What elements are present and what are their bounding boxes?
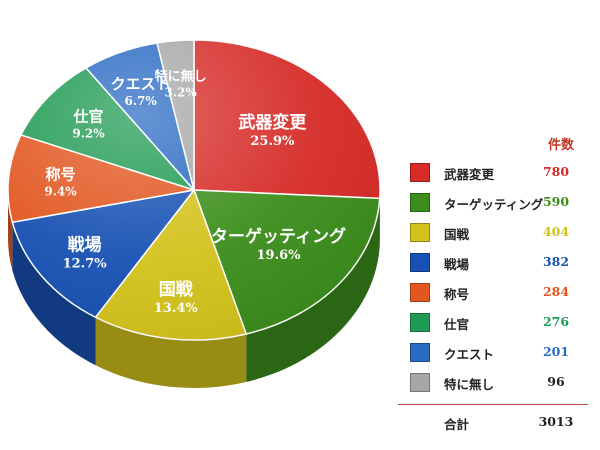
legend-item: ターゲッティング 590 bbox=[398, 188, 588, 218]
legend-count: 404 bbox=[542, 224, 570, 239]
slice-label-6: クエスト bbox=[111, 75, 171, 93]
pie-side-3 bbox=[12, 222, 96, 366]
legend-item: 称号 284 bbox=[398, 278, 588, 308]
slice-percent-5: 9.2% bbox=[72, 126, 105, 140]
legend-label: 国戦 bbox=[444, 227, 470, 242]
legend-item: 戦場 382 bbox=[398, 248, 588, 278]
legend-label: 特に無し bbox=[444, 377, 495, 392]
legend-swatch bbox=[410, 313, 430, 332]
legend-total-row: 合計 3013 bbox=[398, 405, 588, 437]
slice-label-2: 国戦 bbox=[159, 279, 194, 300]
legend-label: 戦場 bbox=[444, 257, 470, 272]
slice-percent-7: 3.2% bbox=[164, 86, 197, 100]
legend-swatch bbox=[410, 343, 430, 362]
legend-count: 284 bbox=[542, 284, 570, 299]
pie-gloss bbox=[8, 40, 380, 340]
slice-label-1: ターゲッティング bbox=[211, 226, 346, 247]
legend-count: 780 bbox=[542, 164, 570, 179]
slice-percent-3: 12.7% bbox=[63, 256, 108, 271]
pie-side-2 bbox=[95, 317, 247, 388]
legend-total-label: 合計 bbox=[444, 417, 470, 432]
legend-label: 武器変更 bbox=[444, 167, 495, 182]
legend-swatch bbox=[410, 283, 430, 302]
pie-side-1 bbox=[246, 198, 380, 382]
legend: 件数 武器変更 780 ターゲッティング 590 国戦 404 戦場 382 称号 284 仕官 27… bbox=[398, 128, 588, 437]
slice-label-0: 武器変更 bbox=[238, 112, 307, 133]
legend-count: 276 bbox=[542, 314, 570, 329]
legend-swatch bbox=[410, 253, 430, 272]
legend-swatch bbox=[410, 193, 430, 212]
slice-percent-4: 9.4% bbox=[44, 184, 77, 198]
slice-percent-0: 25.9% bbox=[250, 134, 295, 149]
legend-item: クエスト 201 bbox=[398, 338, 588, 368]
legend-swatch bbox=[410, 223, 430, 242]
legend-swatch bbox=[410, 373, 430, 392]
legend-item: 特に無し 96 bbox=[398, 368, 588, 398]
pie-tops bbox=[7, 39, 381, 341]
legend-label: 称号 bbox=[444, 287, 470, 302]
legend-header: 件数 bbox=[398, 128, 588, 158]
legend-label: ターゲッティング bbox=[444, 197, 544, 212]
legend-divider bbox=[398, 404, 588, 405]
slice-label-3: 戦場 bbox=[68, 234, 102, 255]
slice-percent-6: 6.7% bbox=[125, 94, 158, 108]
pie-labels: 武器変更25.9%ターゲッティング19.6%国戦13.4%戦場12.7%称号9.… bbox=[44, 69, 346, 316]
legend-count: 201 bbox=[542, 344, 570, 359]
legend-count-header: 件数 bbox=[547, 138, 574, 153]
legend-rows: 武器変更 780 ターゲッティング 590 国戦 404 戦場 382 称号 284 仕官 276 クエ… bbox=[398, 158, 588, 398]
legend-item: 武器変更 780 bbox=[398, 158, 588, 188]
legend-item: 仕官 276 bbox=[398, 308, 588, 338]
legend-label: クエスト bbox=[444, 347, 495, 362]
slice-percent-1: 19.6% bbox=[256, 248, 301, 263]
slice-label-4: 称号 bbox=[45, 165, 75, 183]
legend-count: 382 bbox=[542, 254, 570, 269]
legend-count: 590 bbox=[542, 194, 570, 209]
slice-label-5: 仕官 bbox=[72, 107, 103, 125]
legend-swatch bbox=[410, 163, 430, 182]
slice-label-7: 特に無し bbox=[155, 69, 207, 85]
slice-percent-2: 13.4% bbox=[154, 301, 199, 316]
legend-count: 96 bbox=[547, 374, 565, 389]
legend-item: 国戦 404 bbox=[398, 218, 588, 248]
legend-label: 仕官 bbox=[444, 317, 470, 332]
legend-total-value: 3013 bbox=[538, 414, 574, 429]
